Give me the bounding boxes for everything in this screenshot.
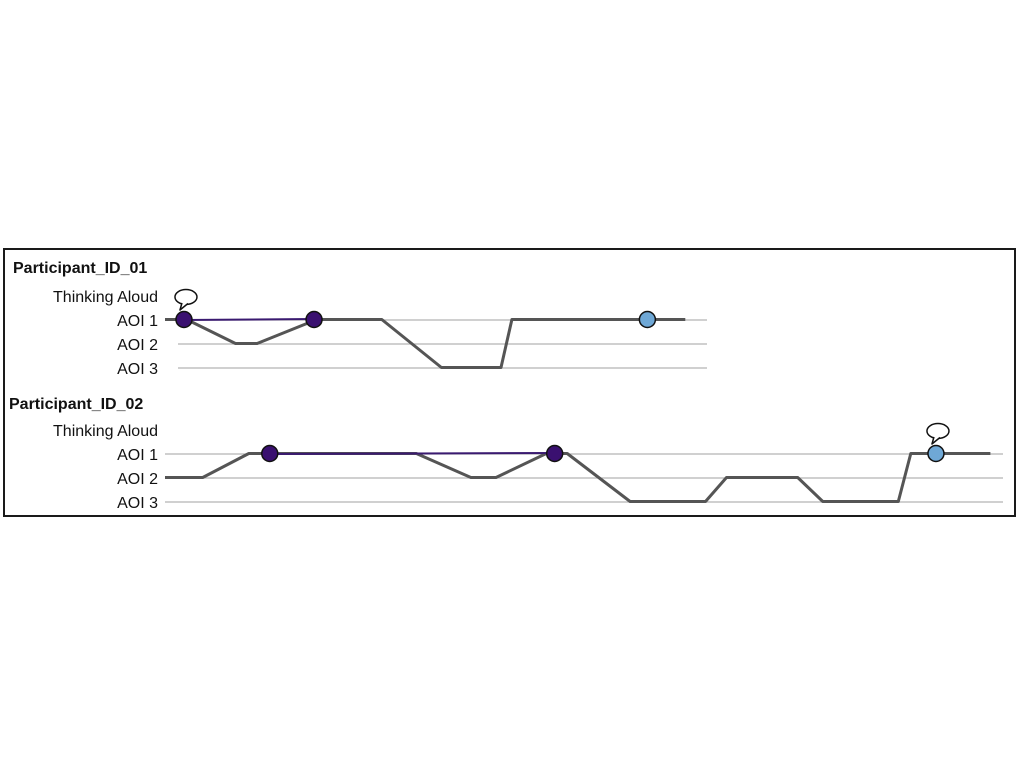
- aoi-scanpath: [165, 318, 686, 369]
- event-marker-light: [638, 310, 657, 329]
- row-label-aoi-2: AOI 2: [117, 337, 158, 354]
- speech-bubble-icon: [926, 422, 950, 440]
- event-marker-light: [927, 444, 945, 463]
- row-label-aoi-1: AOI 1: [117, 447, 158, 464]
- participant-title: Participant_ID_02: [9, 396, 143, 413]
- marker-link-line: [269, 452, 555, 455]
- speech-bubble-icon: [174, 288, 198, 306]
- event-marker-dark: [305, 310, 323, 329]
- row-label-aoi-3: AOI 3: [117, 495, 158, 512]
- marker-link-line: [183, 318, 315, 321]
- row-label-thinking-aloud: Thinking Aloud: [53, 289, 158, 306]
- row-label-aoi-1: AOI 1: [117, 313, 158, 330]
- row-label-thinking-aloud: Thinking Aloud: [53, 423, 158, 440]
- participant-title: Participant_ID_01: [13, 260, 147, 277]
- row-label-aoi-2: AOI 2: [117, 471, 158, 488]
- event-marker-dark: [175, 310, 193, 329]
- speech-bubble-tail: [931, 436, 941, 445]
- speech-bubble-tail: [179, 302, 189, 311]
- event-marker-dark: [545, 444, 564, 463]
- row-label-aoi-3: AOI 3: [117, 361, 158, 378]
- event-marker-dark: [261, 444, 279, 463]
